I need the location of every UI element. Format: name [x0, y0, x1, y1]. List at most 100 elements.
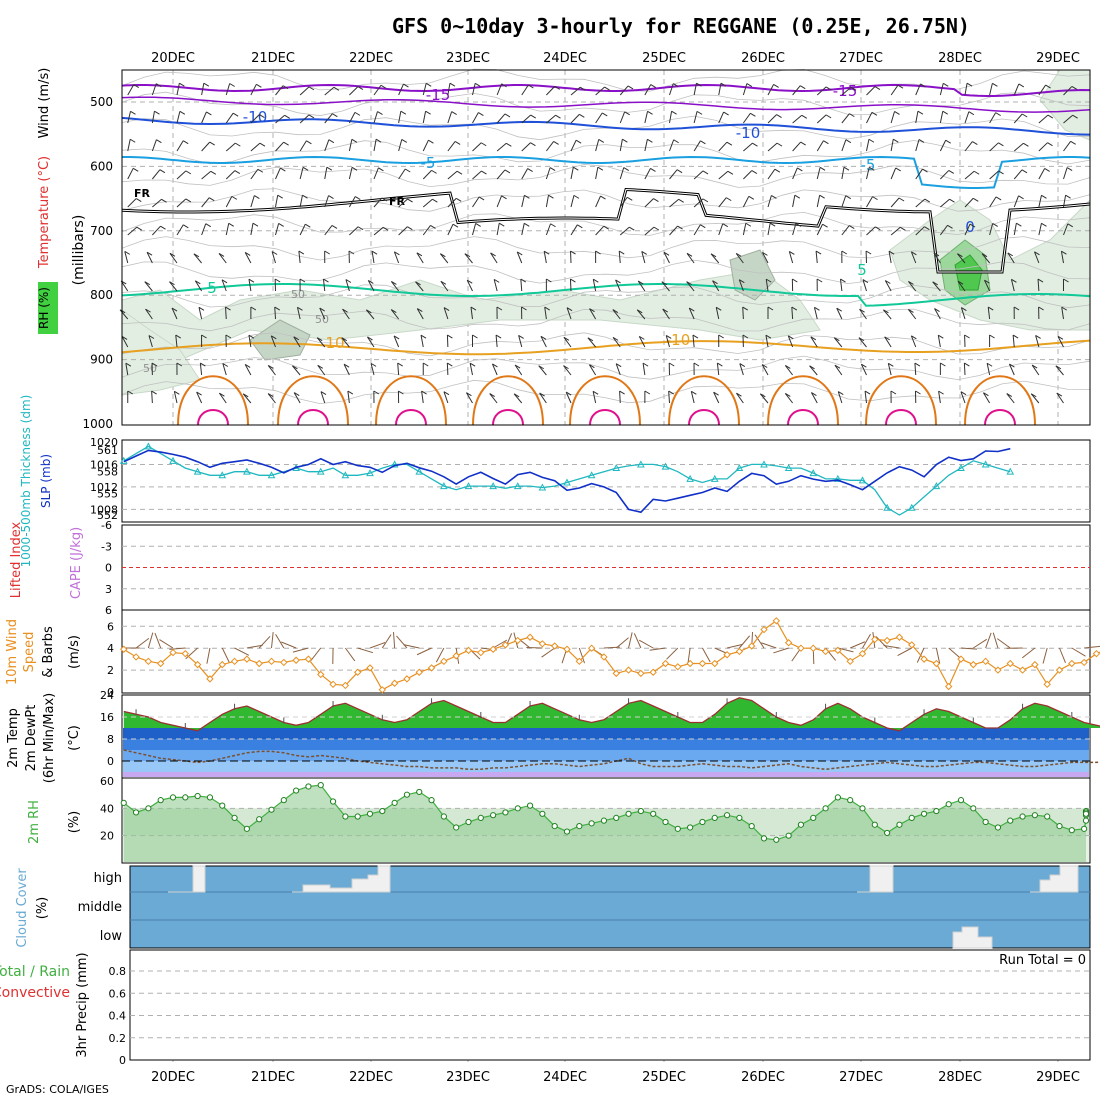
wind-barb-flag: [627, 196, 633, 201]
wind-barb-flag: [443, 391, 450, 396]
wind-barb: [489, 393, 498, 404]
slp-tick-label: 1008: [90, 503, 118, 516]
li-tick-label: 0: [105, 562, 112, 575]
wind-barb: [393, 335, 400, 348]
wind10-marker: [932, 659, 941, 668]
wind-barb-flag: [196, 391, 202, 396]
top-date-label: 27DEC: [839, 51, 883, 66]
wind-barb: [173, 391, 178, 404]
wind-barb: [989, 142, 999, 152]
wind-barb-flag: [328, 195, 334, 200]
wind-barb: [521, 114, 532, 124]
wind-barb-flag: [942, 110, 949, 115]
wind-barb-flag: [159, 169, 166, 174]
wind-barb-flag: [894, 111, 900, 115]
wind-barb-flag: [366, 309, 372, 314]
wind-barb: [669, 198, 680, 208]
wind-barb: [398, 83, 404, 96]
wind-barb: [343, 364, 350, 376]
wind-barb-flag: [456, 170, 463, 175]
cloud-ylabel: Cloud Cover: [15, 868, 30, 948]
wind-barb-flag: [836, 307, 843, 312]
wind-barb-flag: [691, 390, 697, 395]
wind-barb: [765, 279, 769, 292]
wind-barb-flag: [242, 393, 249, 398]
thickness-tick-label: 558: [97, 466, 118, 479]
bottom-date-label: 28DEC: [938, 1070, 982, 1085]
rh-marker: [219, 802, 226, 809]
wind-barb: [989, 223, 994, 236]
wind10-marker: [206, 675, 214, 683]
wind10-ylabel1: 10m Wind: [5, 619, 20, 685]
rh-contour-line: [121, 163, 1091, 188]
thickness-marker: [341, 471, 350, 479]
wind-barb: [447, 170, 458, 180]
cloud-cover-block: [952, 926, 993, 949]
wind-barb: [472, 83, 476, 96]
rh-marker: [256, 816, 263, 823]
slp-line: [123, 447, 1011, 514]
wind10-barb: [883, 645, 900, 649]
wind-barb: [862, 279, 867, 292]
wind-barb-flag: [155, 83, 162, 88]
wind-barb-flag: [469, 362, 476, 367]
wind10-barb: [633, 633, 642, 649]
wind10-barb: [935, 647, 941, 664]
run-total-label: Run Total = 0: [999, 953, 1086, 968]
wind10-barb: [541, 647, 555, 658]
wind-barb-flag: [416, 252, 423, 257]
wind10-barb: [147, 632, 154, 649]
rh-marker: [293, 787, 300, 794]
wind-barb: [1063, 167, 1068, 180]
wind10-marker: [612, 669, 620, 678]
rh-marker: [982, 818, 989, 826]
isotherm-minus5: [122, 155, 1091, 189]
wind-barb-flag: [885, 280, 891, 284]
wind-barb-flag: [400, 110, 407, 115]
wind-barb-flag: [1007, 252, 1014, 257]
wind-barb: [866, 86, 876, 96]
wind10-barb: [649, 647, 666, 651]
wind-barb-flag: [727, 170, 734, 175]
wind-barb-flag: [219, 392, 225, 397]
wind-barb: [1038, 168, 1046, 180]
thickness-marker: [784, 464, 793, 472]
wind-barb-flag: [570, 278, 576, 283]
wind-barb-flag: [639, 335, 645, 340]
wind-barb-flag: [407, 198, 413, 203]
rh-marker: [773, 836, 780, 843]
thickness-marker: [834, 474, 842, 482]
pressure-tick-label: 1000: [82, 417, 113, 431]
freezing-level-inner: [121, 188, 1091, 273]
isotherm-plus20-arc: [984, 409, 1016, 426]
wind-barb: [539, 392, 547, 404]
wind-barb: [619, 226, 630, 236]
wind-barb: [570, 114, 580, 124]
wind10-marker: [1055, 666, 1064, 674]
wind-barb: [540, 336, 547, 348]
wind-barb-flag: [563, 365, 569, 370]
wind-barb-flag: [367, 336, 373, 341]
wind-barb-flag: [489, 393, 495, 398]
wind-barb: [960, 391, 966, 404]
li-tick-label: 3: [105, 583, 112, 596]
wind10-marker: [797, 644, 805, 652]
wind10-barb: [135, 637, 150, 649]
wind-barb: [127, 111, 131, 124]
wind-barb-flag: [769, 222, 776, 227]
wind-barb-flag: [250, 306, 257, 311]
wind-barb: [1038, 195, 1042, 208]
wind-barb-flag: [174, 390, 180, 395]
wind-barb: [169, 252, 178, 264]
wind-barb-flag: [862, 279, 869, 283]
wind-barb-flag: [348, 250, 355, 255]
wind-barb-flag: [713, 391, 719, 396]
wind-barb: [520, 278, 523, 292]
wind-barb-flag: [342, 308, 348, 313]
rh-marker: [1019, 813, 1026, 820]
wind-barb-flag: [897, 84, 904, 89]
wind10-marker: [698, 659, 707, 668]
wind10-barb: [344, 647, 356, 662]
wind-barb-flag: [642, 362, 649, 367]
wind-barb-flag: [169, 252, 176, 257]
